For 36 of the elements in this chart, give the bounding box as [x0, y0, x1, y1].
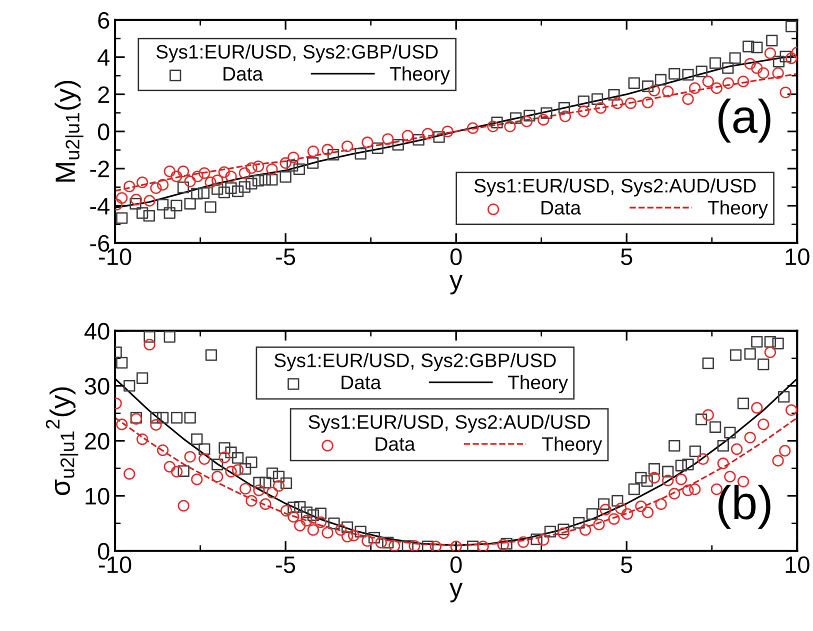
legend-label: Data: [342, 376, 382, 390]
x-axis-title: y: [450, 274, 463, 294]
x-tick-label: 10: [786, 556, 810, 574]
y-tick-label: -2: [90, 160, 109, 178]
y-tick-label: 20: [85, 432, 110, 450]
text: Sys1:EUR/USD, Sys2:AUD/USD: [474, 178, 756, 196]
x-tick-label: 0: [450, 556, 462, 574]
legend-label: Theory: [390, 66, 450, 85]
x-tick-label: 5: [621, 248, 632, 266]
legend-label: Theory: [508, 375, 568, 394]
x-tick-label: -5: [276, 556, 296, 574]
legend-label: Theory: [542, 436, 602, 455]
x-tick-label: -5: [276, 248, 296, 266]
y-tick-label: 0: [98, 124, 110, 140]
legend-label: Data: [224, 67, 264, 81]
x-tick-label: 0: [450, 248, 462, 266]
y-tick-label: 4: [98, 49, 110, 66]
text: Sys1:EUR/USD, Sys2:GBP/USD: [274, 352, 556, 372]
y-axis-title: M$_{u2|u1}$(y): [54, 80, 84, 182]
y-tick-label: -4: [90, 198, 110, 214]
x-axis-title: y: [450, 582, 463, 602]
x-tick-label: 5: [621, 556, 632, 574]
legend-label: Theory: [708, 200, 768, 218]
text: Sys1:EUR/USD, Sys2:GBP/USD: [156, 44, 438, 63]
y-tick-label: 6: [98, 12, 110, 29]
annotation: (a): [718, 98, 770, 143]
y-tick-label: 40: [84, 322, 110, 340]
y-tick-label: 10: [86, 488, 110, 505]
annotation: (b): [718, 484, 770, 529]
legend-label: Data: [542, 201, 582, 215]
text: Sys1:EUR/USD, Sys2:AUD/USD: [308, 414, 590, 433]
y-axis-title: σ$_{u2|u1}$$^{2}$(y): [46, 387, 78, 496]
y-tick-label: 2: [98, 86, 109, 103]
x-tick-label: 10: [786, 248, 810, 266]
y-tick-label: 30: [84, 378, 110, 395]
legend-label: Data: [376, 437, 416, 451]
